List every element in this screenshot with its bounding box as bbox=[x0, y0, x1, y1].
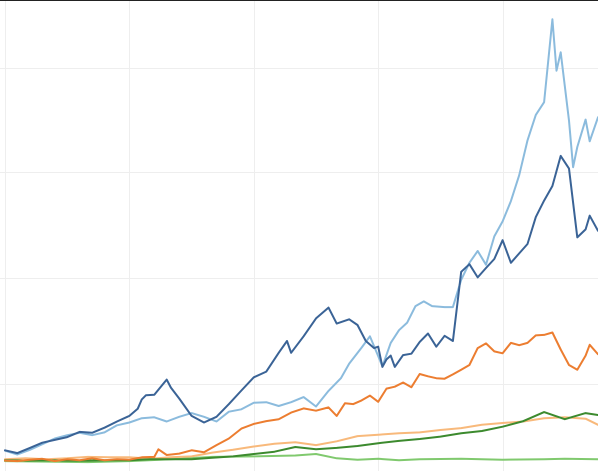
series-line-1 bbox=[4, 154, 598, 455]
series-line-3 bbox=[4, 331, 598, 463]
series-line-5 bbox=[4, 411, 598, 462]
series-line-4 bbox=[4, 416, 598, 461]
series-line-2 bbox=[4, 18, 598, 456]
series-lines bbox=[4, 18, 598, 464]
